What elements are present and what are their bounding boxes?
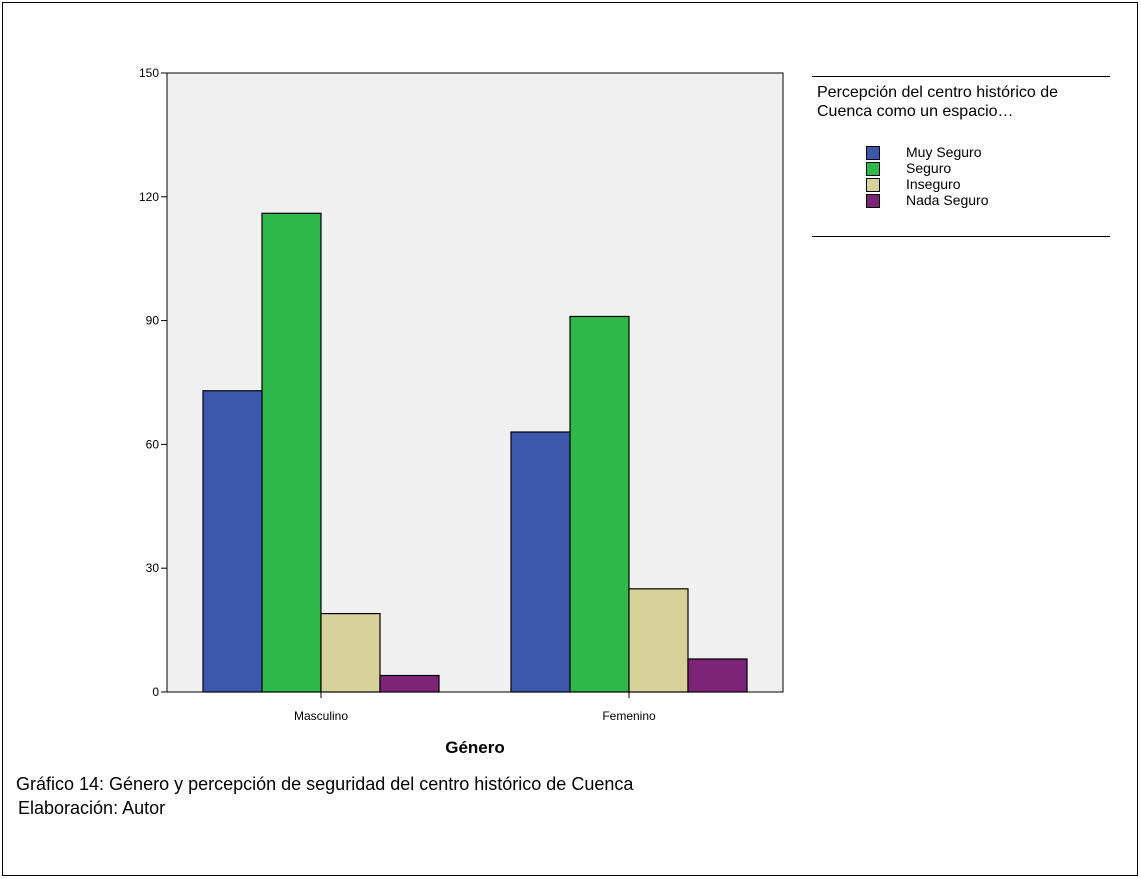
legend-swatch-muy-seguro [866,146,880,160]
y-tick-label-150: 150 [139,66,159,80]
figure-caption: Gráfico 14: Género y percepción de segur… [16,774,634,794]
legend-swatch-inseguro [866,178,880,192]
bar-femenino-muy-seguro [510,431,571,693]
y-tick-label-0: 0 [152,685,159,699]
legend-swatch-nada-seguro [866,194,880,208]
legend-label-nada-seguro: Nada Seguro [906,192,989,208]
legend-label-inseguro: Inseguro [906,176,961,192]
legend: Percepción del centro histórico de Cuenc… [812,76,1110,237]
bar-femenino-seguro [569,315,630,693]
figure-credit: Elaboración: Autor [18,798,166,818]
bar-masculino-seguro [261,212,322,693]
x-tick-label-femenino: Femenino [602,709,656,723]
y-tick-label-120: 120 [139,190,159,204]
legend-title: Percepción del centro histórico de Cuenc… [817,84,1059,120]
bar-masculino-nada-seguro [379,674,440,693]
y-tick-label-60: 60 [146,437,160,451]
bar-femenino-nada-seguro [687,658,748,693]
bar-femenino-inseguro [628,588,689,693]
legend-label-seguro: Seguro [906,160,952,176]
x-axis-title: Género [445,738,505,757]
legend-label-muy-seguro: Muy Seguro [906,144,982,160]
x-tick-label-masculino: Masculino [294,709,348,723]
bar-masculino-inseguro [320,612,381,693]
legend-swatch-seguro [866,162,880,176]
y-tick-label-30: 30 [146,561,160,575]
bar-masculino-muy-seguro [202,390,263,693]
y-tick-label-90: 90 [146,314,160,328]
